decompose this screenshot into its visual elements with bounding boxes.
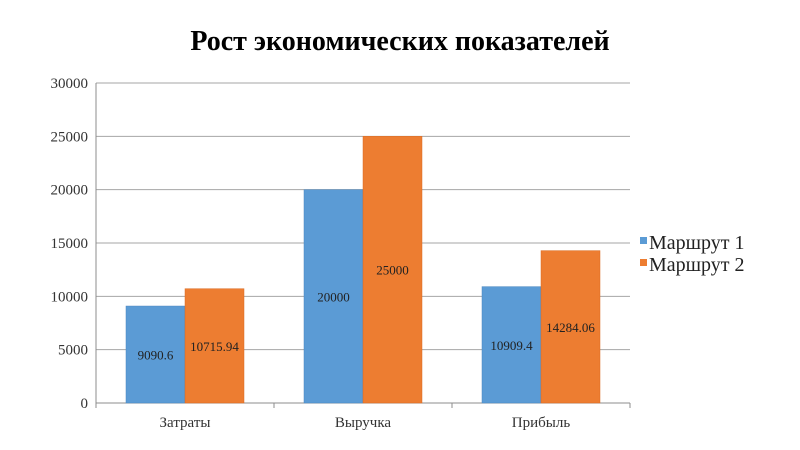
data-label: 10715.94 <box>190 339 239 354</box>
bar <box>540 250 601 404</box>
x-tick-label: Выручка <box>335 415 391 431</box>
bar <box>362 136 423 404</box>
y-tick-label: 0 <box>81 396 89 412</box>
y-tick-label: 25000 <box>51 129 89 145</box>
y-tick-label: 15000 <box>51 236 89 252</box>
y-tick-label: 10000 <box>51 289 89 305</box>
x-tick-label: Прибыль <box>512 415 571 431</box>
legend-swatch <box>640 237 647 244</box>
axes: 0 5000 10000 15000 20000 25000 30000 Затраты Выр… <box>51 76 631 431</box>
y-tick-label: 20000 <box>51 183 89 199</box>
legend-swatch <box>640 259 647 266</box>
legend-label: Маршрут 2 <box>649 254 745 276</box>
bar <box>184 288 245 404</box>
x-tick-label: Затраты <box>160 415 211 431</box>
chart-title: Рост экономических показателей <box>190 26 610 57</box>
data-labels: 9090.6 10715.94 20000 25000 10909.4 14284.06 <box>138 263 596 363</box>
y-tick-label: 5000 <box>58 343 88 359</box>
data-label: 9090.6 <box>138 348 174 363</box>
legend-label: Маршрут 1 <box>649 232 745 254</box>
bar <box>125 305 186 404</box>
y-tick-label: 30000 <box>51 76 89 92</box>
data-label: 14284.06 <box>546 320 595 335</box>
data-label: 25000 <box>376 263 409 278</box>
data-label: 20000 <box>317 289 350 304</box>
bars <box>125 136 601 404</box>
bar <box>481 286 542 404</box>
data-label: 10909.4 <box>490 338 533 353</box>
bar <box>303 189 364 404</box>
